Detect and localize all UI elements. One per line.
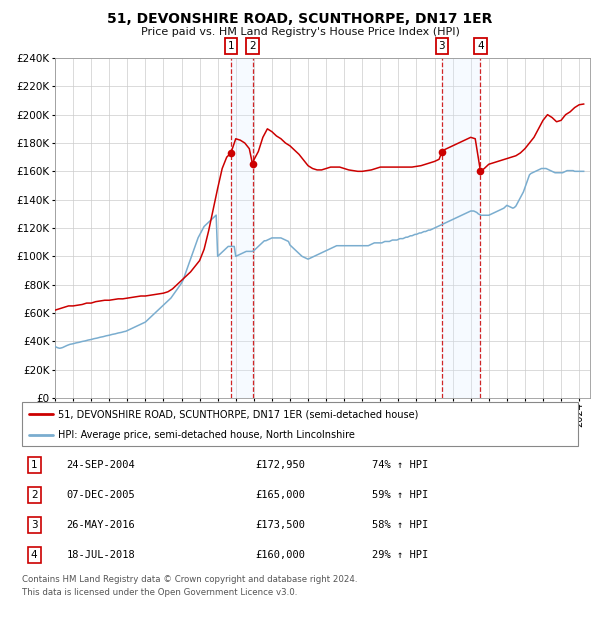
Text: This data is licensed under the Open Government Licence v3.0.: This data is licensed under the Open Gov… xyxy=(22,588,298,597)
Text: 1: 1 xyxy=(31,460,38,470)
Text: 2: 2 xyxy=(249,41,256,51)
Text: Price paid vs. HM Land Registry's House Price Index (HPI): Price paid vs. HM Land Registry's House … xyxy=(140,27,460,37)
Text: Contains HM Land Registry data © Crown copyright and database right 2024.: Contains HM Land Registry data © Crown c… xyxy=(22,575,358,584)
Text: 24-SEP-2004: 24-SEP-2004 xyxy=(67,460,135,470)
Text: £173,500: £173,500 xyxy=(256,520,305,530)
Text: 29% ↑ HPI: 29% ↑ HPI xyxy=(372,550,428,560)
Bar xyxy=(442,58,481,398)
Text: 3: 3 xyxy=(31,520,38,530)
Text: 51, DEVONSHIRE ROAD, SCUNTHORPE, DN17 1ER: 51, DEVONSHIRE ROAD, SCUNTHORPE, DN17 1E… xyxy=(107,12,493,27)
Text: 58% ↑ HPI: 58% ↑ HPI xyxy=(372,520,428,530)
Text: 4: 4 xyxy=(31,550,38,560)
Text: 59% ↑ HPI: 59% ↑ HPI xyxy=(372,490,428,500)
Text: 74% ↑ HPI: 74% ↑ HPI xyxy=(372,460,428,470)
Text: 18-JUL-2018: 18-JUL-2018 xyxy=(67,550,135,560)
Text: 3: 3 xyxy=(439,41,445,51)
Text: 26-MAY-2016: 26-MAY-2016 xyxy=(67,520,135,530)
Text: HPI: Average price, semi-detached house, North Lincolnshire: HPI: Average price, semi-detached house,… xyxy=(58,430,355,440)
Text: £165,000: £165,000 xyxy=(256,490,305,500)
Text: 4: 4 xyxy=(477,41,484,51)
Bar xyxy=(231,58,253,398)
Text: £160,000: £160,000 xyxy=(256,550,305,560)
Text: 2: 2 xyxy=(31,490,38,500)
Text: £172,950: £172,950 xyxy=(256,460,305,470)
Text: 07-DEC-2005: 07-DEC-2005 xyxy=(67,490,135,500)
Text: 1: 1 xyxy=(227,41,234,51)
Text: 51, DEVONSHIRE ROAD, SCUNTHORPE, DN17 1ER (semi-detached house): 51, DEVONSHIRE ROAD, SCUNTHORPE, DN17 1E… xyxy=(58,409,419,419)
